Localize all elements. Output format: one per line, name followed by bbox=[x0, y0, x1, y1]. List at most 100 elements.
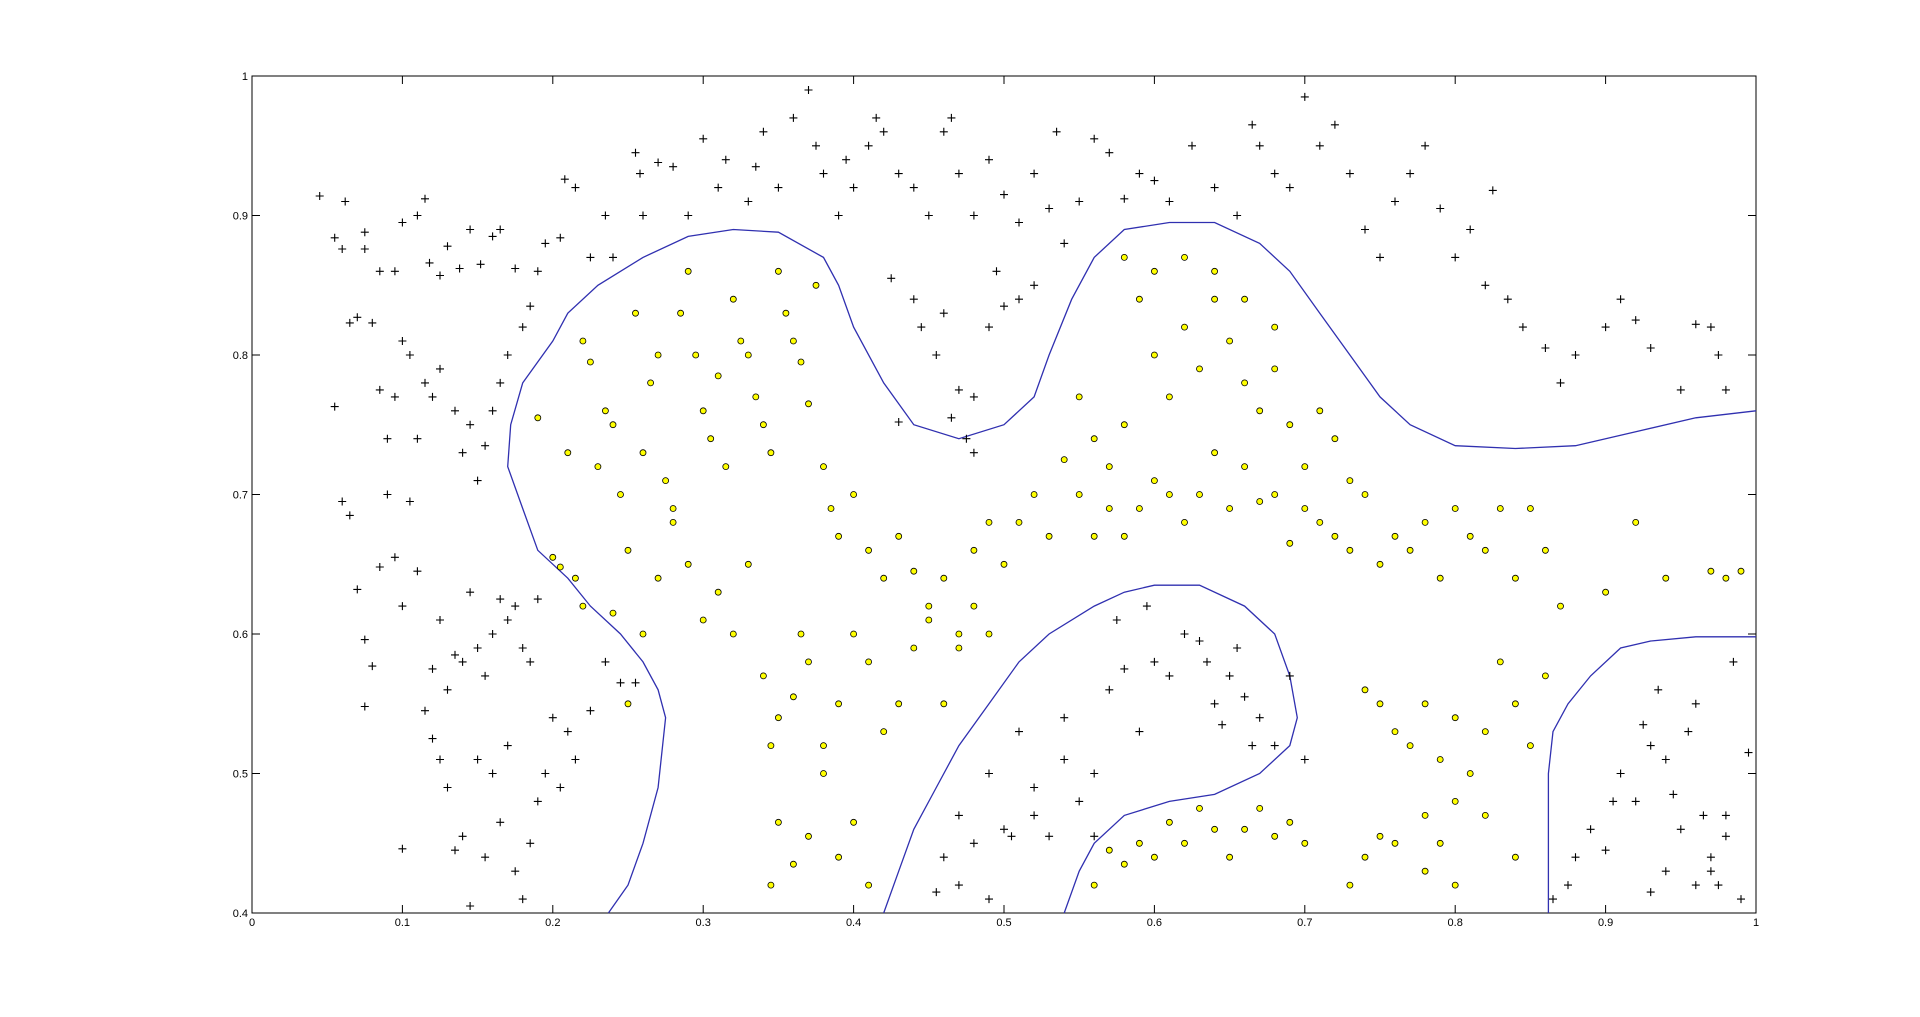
plus-point bbox=[1060, 239, 1069, 248]
circle-point bbox=[572, 574, 579, 582]
circle-point bbox=[707, 435, 715, 443]
circle-point bbox=[1000, 560, 1008, 568]
circle-point bbox=[1376, 832, 1384, 840]
plus-point bbox=[1105, 148, 1114, 157]
plus-point bbox=[1007, 832, 1016, 841]
plus-point bbox=[488, 406, 497, 415]
plus-point bbox=[481, 853, 490, 862]
x-tick-label: 0.7 bbox=[1297, 917, 1312, 929]
plus-point bbox=[1233, 211, 1242, 220]
plus-point bbox=[1150, 176, 1159, 185]
x-tick-label: 0.6 bbox=[1147, 917, 1162, 929]
circle-point bbox=[970, 602, 978, 610]
plus-point bbox=[473, 476, 482, 485]
plus-point bbox=[985, 155, 993, 164]
circle-point bbox=[1662, 574, 1670, 582]
plus-point bbox=[1015, 727, 1023, 736]
circle-point bbox=[1451, 798, 1459, 805]
circle-point bbox=[1391, 728, 1399, 735]
circle-point bbox=[1015, 519, 1023, 526]
circle-point bbox=[1226, 853, 1233, 861]
plus-point bbox=[1210, 183, 1219, 192]
plus-point bbox=[458, 832, 467, 841]
circle-point bbox=[1105, 463, 1113, 471]
circle-point bbox=[1286, 539, 1294, 547]
circle-point bbox=[752, 393, 760, 401]
plus-point bbox=[1684, 727, 1693, 736]
plus-point bbox=[947, 113, 956, 122]
circle-point bbox=[925, 602, 933, 610]
y-tick-label: 0.5 bbox=[233, 769, 248, 781]
circle-point bbox=[790, 693, 797, 701]
circle-point bbox=[1316, 519, 1324, 526]
plus-point bbox=[1376, 253, 1384, 262]
plus-point bbox=[496, 225, 505, 234]
plus-point bbox=[390, 553, 399, 562]
plus-point bbox=[466, 420, 475, 429]
circle-point bbox=[865, 881, 872, 889]
decision-boundary-3 bbox=[1547, 636, 1756, 913]
plus-point bbox=[1564, 881, 1572, 890]
circle-point bbox=[1346, 546, 1354, 554]
plus-point bbox=[1406, 169, 1415, 178]
plus-point bbox=[1691, 320, 1700, 329]
circle-point bbox=[805, 400, 812, 408]
circle-point bbox=[1136, 839, 1143, 847]
circle-point bbox=[1346, 881, 1354, 889]
plus-point bbox=[1556, 378, 1565, 387]
plus-point bbox=[1285, 671, 1294, 680]
plus-point bbox=[563, 727, 572, 736]
plus-point bbox=[1391, 197, 1399, 206]
plus-point bbox=[375, 563, 384, 571]
plus-point bbox=[541, 769, 550, 778]
plus-point bbox=[954, 881, 963, 890]
plus-point bbox=[488, 630, 497, 638]
plus-point bbox=[1045, 832, 1054, 841]
plus-point bbox=[1285, 183, 1294, 192]
circle-point bbox=[699, 616, 707, 624]
plus-point bbox=[894, 418, 903, 426]
plus-point bbox=[1075, 797, 1084, 806]
circle-point bbox=[1075, 393, 1083, 401]
plus-point bbox=[1090, 832, 1099, 841]
circle-point bbox=[1090, 532, 1098, 540]
plus-point bbox=[466, 225, 475, 234]
circle-point bbox=[699, 407, 707, 415]
plus-point bbox=[992, 267, 1001, 276]
circle-point bbox=[1105, 505, 1113, 512]
circle-point bbox=[827, 505, 835, 512]
plus-point bbox=[969, 392, 978, 401]
plus-point bbox=[503, 616, 512, 624]
plus-point bbox=[1120, 664, 1129, 673]
plus-point bbox=[1165, 197, 1174, 206]
circle-point bbox=[760, 421, 767, 429]
x-tick-label: 0.2 bbox=[545, 917, 560, 929]
circle-point bbox=[722, 463, 730, 471]
plus-point bbox=[954, 811, 963, 820]
plus-point bbox=[1112, 616, 1121, 624]
plus-point bbox=[1195, 637, 1204, 645]
circle-point bbox=[1512, 574, 1519, 582]
plus-point bbox=[842, 155, 851, 164]
circle-point bbox=[1166, 393, 1173, 401]
circle-point bbox=[617, 491, 624, 498]
plus-point bbox=[586, 706, 595, 715]
plus-point bbox=[488, 769, 497, 778]
plus-point bbox=[436, 755, 444, 764]
plus-point bbox=[932, 888, 941, 897]
plus-point bbox=[1646, 888, 1655, 897]
plus-point bbox=[526, 657, 535, 666]
plus-point bbox=[405, 497, 414, 506]
circle-point bbox=[579, 337, 587, 345]
plus-point bbox=[1609, 797, 1618, 806]
plus-point bbox=[1180, 630, 1189, 638]
circle-point bbox=[1241, 295, 1248, 303]
circle-point bbox=[1136, 295, 1143, 303]
circle-point bbox=[797, 630, 805, 638]
plus-point bbox=[1060, 713, 1069, 722]
circle-point bbox=[1271, 832, 1279, 840]
circle-point bbox=[985, 630, 993, 638]
circle-point bbox=[835, 853, 842, 861]
plus-point bbox=[969, 448, 978, 457]
circle-point bbox=[955, 630, 963, 638]
